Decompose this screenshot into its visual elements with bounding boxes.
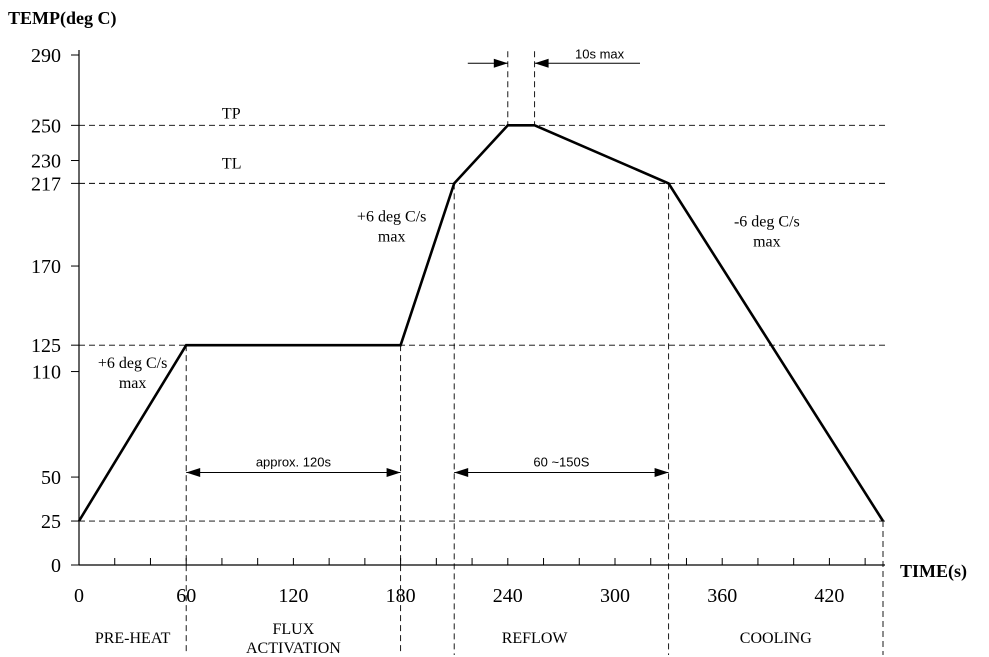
tp-label: TP (222, 105, 241, 122)
slope-preheat-line1: +6 deg C/s (98, 355, 167, 372)
annotations: TP TL +6 deg C/s max +6 deg C/s max -6 deg C/s… (98, 46, 800, 477)
profile-line (77, 124, 885, 522)
slope-cool-line1: -6 deg C/s (734, 213, 800, 230)
y-tick-label-290: 290 (31, 45, 61, 67)
y-tick-label-217: 217 (31, 173, 61, 195)
x-tick-label-180: 180 (386, 585, 416, 607)
y-tick-label-110: 110 (32, 362, 61, 384)
reflow-duration-arrow-right (654, 467, 669, 477)
reflow-duration-label: 60 ~150S (533, 454, 589, 469)
slope-preheat-line2: max (119, 375, 147, 392)
phase-label-flux-line2: ACTIVATION (246, 640, 341, 657)
flux-duration-arrow-left (186, 467, 201, 477)
x-tick-label-240: 240 (493, 585, 523, 607)
flux-duration-arrow-right (386, 467, 401, 477)
y-axis-title: TEMP(deg C) (8, 8, 116, 29)
peak-arrow-right (534, 58, 549, 68)
x-tick-label-420: 420 (814, 585, 844, 607)
y-tick-label-0: 0 (51, 555, 61, 577)
y-tick-label-230: 230 (31, 151, 61, 173)
slope-ramp-line1: +6 deg C/s (357, 208, 426, 225)
x-tick-label-360: 360 (707, 585, 737, 607)
slope-ramp-line2: max (378, 228, 406, 245)
y-tick-label-170: 170 (31, 256, 61, 278)
phase-labels: PRE-HEAT FLUX ACTIVATION REFLOW COOLING (95, 621, 812, 657)
y-tick-label-125: 125 (31, 335, 61, 357)
dashed-guides (79, 124, 885, 655)
y-tick-label-50: 50 (41, 467, 61, 489)
temperature-profile (77, 124, 885, 522)
phase-label-pre-heat: PRE-HEAT (95, 630, 171, 647)
y-tick-label-25: 25 (41, 511, 61, 533)
phase-label-reflow: REFLOW (502, 630, 569, 647)
peak-arrow-left (493, 58, 508, 68)
phase-label-flux: FLUX (273, 621, 315, 638)
slope-cool-line2: max (753, 233, 781, 250)
x-axis-title: TIME(s) (900, 561, 967, 582)
x-tick-label-300: 300 (600, 585, 630, 607)
reflow-duration-arrow-left (454, 467, 469, 477)
x-tick-label-60: 60 (176, 585, 196, 607)
tl-label: TL (222, 155, 242, 172)
phase-label-cooling: COOLING (740, 630, 812, 647)
flux-duration-label: approx. 120s (256, 454, 332, 469)
x-tick-label-0: 0 (74, 585, 84, 607)
y-tick-label-250: 250 (31, 115, 61, 137)
x-tick-label-120: 120 (278, 585, 308, 607)
peak-time-label: 10s max (575, 46, 625, 61)
